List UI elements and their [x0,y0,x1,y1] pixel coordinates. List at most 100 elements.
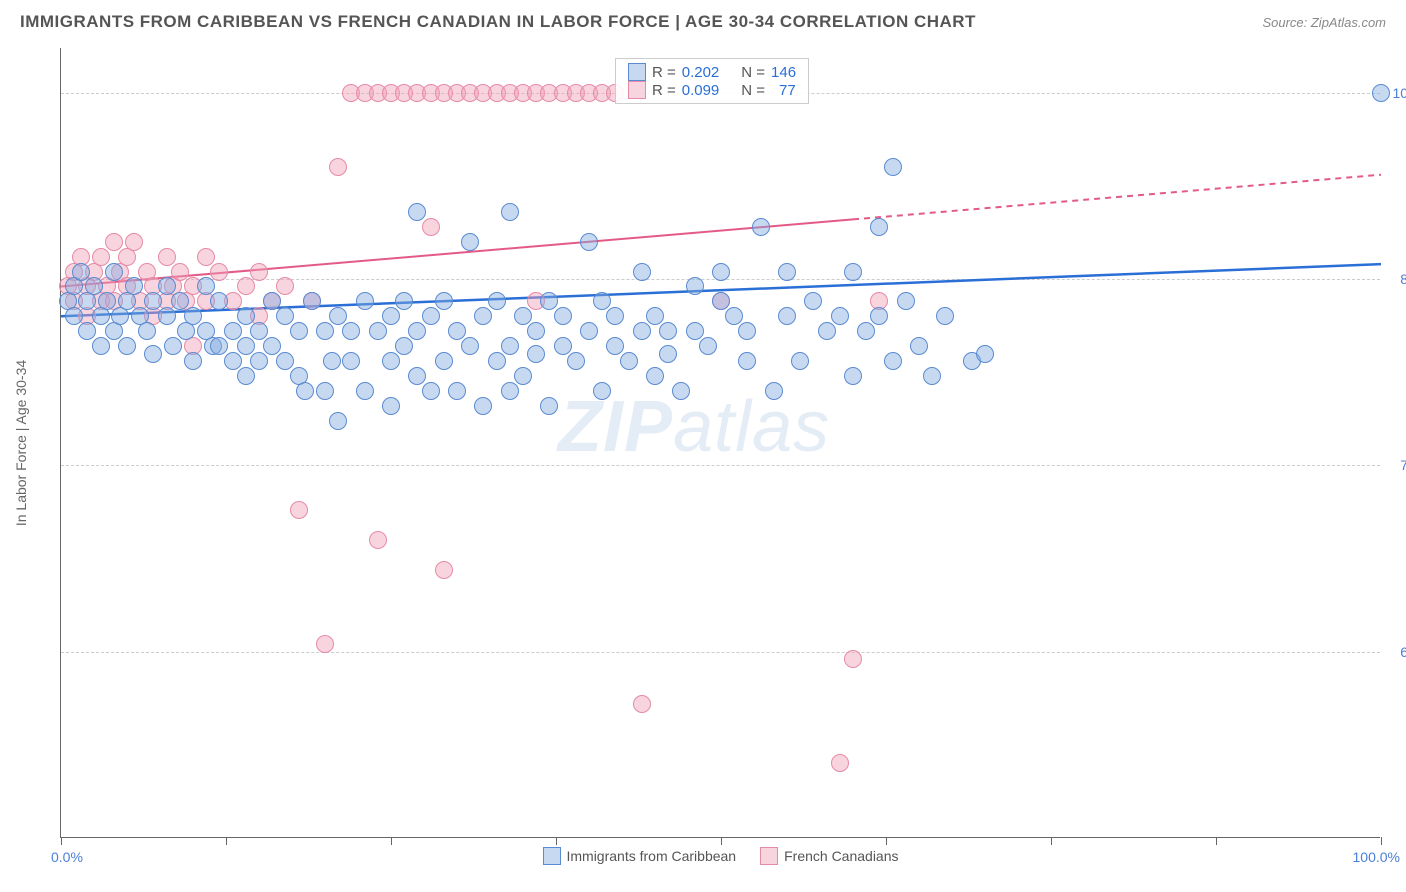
data-point [1372,84,1390,102]
data-point [92,337,110,355]
data-point [923,367,941,385]
data-point [118,337,136,355]
data-point [237,337,255,355]
data-point [342,322,360,340]
data-point [712,263,730,281]
data-point [699,337,717,355]
data-point [831,754,849,772]
data-point [461,337,479,355]
data-point [171,263,189,281]
data-point [659,345,677,363]
data-point [290,322,308,340]
y-axis-label: In Labor Force | Age 30-34 [13,359,29,525]
data-point [910,337,928,355]
data-point [554,337,572,355]
data-point [738,352,756,370]
r-label-2: R = [652,82,676,99]
data-point [290,501,308,519]
data-point [488,352,506,370]
data-point [323,352,341,370]
x-axis-min-label: 0.0% [51,849,83,865]
data-point [580,322,598,340]
data-point [316,382,334,400]
data-point [686,322,704,340]
data-point [844,367,862,385]
data-point [158,277,176,295]
data-point [435,352,453,370]
data-point [646,367,664,385]
data-point [752,218,770,236]
data-point [395,337,413,355]
data-point [276,277,294,295]
data-point [92,248,110,266]
gridline [61,652,1380,653]
x-tick [1051,837,1052,845]
x-axis-max-label: 100.0% [1353,849,1400,865]
legend-swatch-blue-bottom [542,847,560,865]
data-point [672,382,690,400]
data-point [765,382,783,400]
data-point [369,531,387,549]
data-point [408,367,426,385]
legend-swatch-pink [628,81,646,99]
x-tick [391,837,392,845]
data-point [382,397,400,415]
data-point [138,322,156,340]
y-tick-label: 62.5% [1400,644,1406,660]
data-point [382,307,400,325]
data-point [540,397,558,415]
y-tick-label: 75.0% [1400,457,1406,473]
data-point [725,307,743,325]
data-point [422,382,440,400]
n-value-blue: 146 [771,64,796,81]
data-point [395,292,413,310]
data-point [844,263,862,281]
data-point [778,263,796,281]
data-point [210,263,228,281]
chart-title: IMMIGRANTS FROM CARIBBEAN VS FRENCH CANA… [20,12,976,32]
data-point [435,292,453,310]
data-point [210,337,228,355]
n-label-2: N = [741,82,765,99]
data-point [250,322,268,340]
data-point [527,345,545,363]
data-point [329,158,347,176]
data-point [936,307,954,325]
data-point [897,292,915,310]
data-point [125,233,143,251]
data-point [158,307,176,325]
data-point [408,322,426,340]
data-point [125,277,143,295]
data-point [263,292,281,310]
data-point [85,277,103,295]
data-point [567,352,585,370]
data-point [448,382,466,400]
data-point [606,307,624,325]
data-point [527,322,545,340]
data-point [804,292,822,310]
data-point [606,337,624,355]
scatter-chart: In Labor Force | Age 30-34 62.5%75.0%87.… [60,48,1380,838]
data-point [224,322,242,340]
data-point [633,695,651,713]
data-point [144,345,162,363]
data-point [250,352,268,370]
data-point [976,345,994,363]
data-point [461,233,479,251]
x-tick [1216,837,1217,845]
data-point [303,292,321,310]
series-legend: Immigrants from Caribbean French Canadia… [542,847,898,865]
data-point [422,218,440,236]
data-point [540,292,558,310]
data-point [98,292,116,310]
data-point [686,277,704,295]
trend-lines [61,48,1381,838]
data-point [646,307,664,325]
x-tick [226,837,227,845]
x-tick [721,837,722,845]
data-point [857,322,875,340]
data-point [884,352,902,370]
data-point [144,292,162,310]
data-point [870,218,888,236]
data-point [210,292,228,310]
